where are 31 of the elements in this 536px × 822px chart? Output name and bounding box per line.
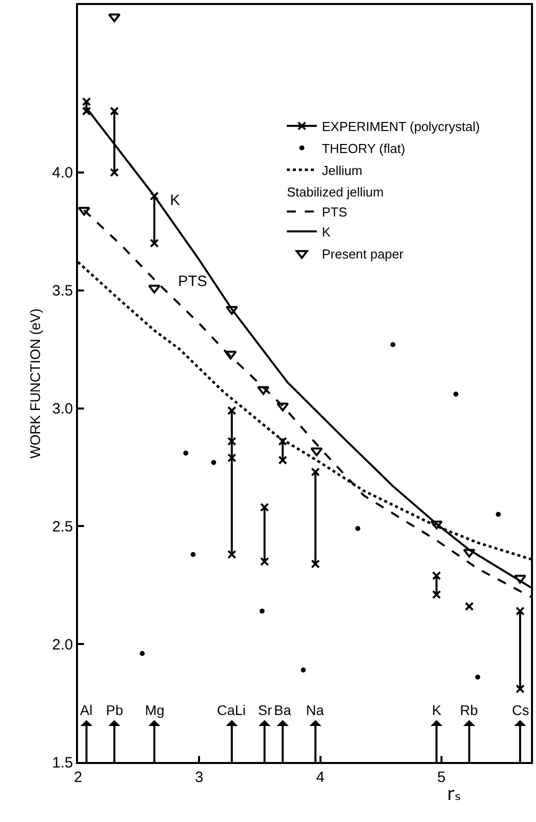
annotation: Al (80, 702, 92, 718)
y-tick-label: 4.0 (52, 164, 73, 182)
annotation: CaLi (217, 702, 246, 718)
annotation: Pb (106, 702, 124, 718)
y-axis-title: WORK FUNCTION (eV) (27, 308, 44, 459)
x-tick-label: 5 (437, 769, 446, 786)
y-tick-label: 2.0 (52, 636, 73, 654)
annotation: Na (306, 702, 324, 718)
y-tick-label: 1.5 (52, 754, 73, 772)
annotation: K (170, 192, 180, 209)
legend-label: Jellium (322, 162, 362, 178)
y-tick-label: 3.5 (52, 282, 73, 300)
legend-label: PTS (322, 204, 348, 220)
annotation: PTS (178, 273, 208, 290)
legend-label: EXPERIMENT (polycrystal) (322, 119, 480, 134)
annotation: Sr (258, 702, 272, 718)
x-axis-title: rₛ (447, 784, 462, 805)
x-tick-label: 4 (316, 769, 324, 786)
x-tick-label: 3 (194, 769, 204, 786)
annotation: Rb (460, 702, 478, 718)
y-tick-label: 3.0 (52, 400, 73, 418)
y-tick-label: 2.5 (52, 518, 73, 536)
legend-label: Present paper (322, 246, 404, 262)
annotation: Cs (512, 702, 530, 718)
annotation: Ba (274, 702, 292, 718)
annotation: Mg (145, 702, 164, 718)
annotation: K (432, 702, 442, 718)
x-tick-label: 2 (74, 769, 82, 786)
legend-label: THEORY (flat) (322, 140, 406, 156)
annotation: Stabilized jellium (286, 184, 384, 200)
legend-label: K (322, 224, 331, 240)
